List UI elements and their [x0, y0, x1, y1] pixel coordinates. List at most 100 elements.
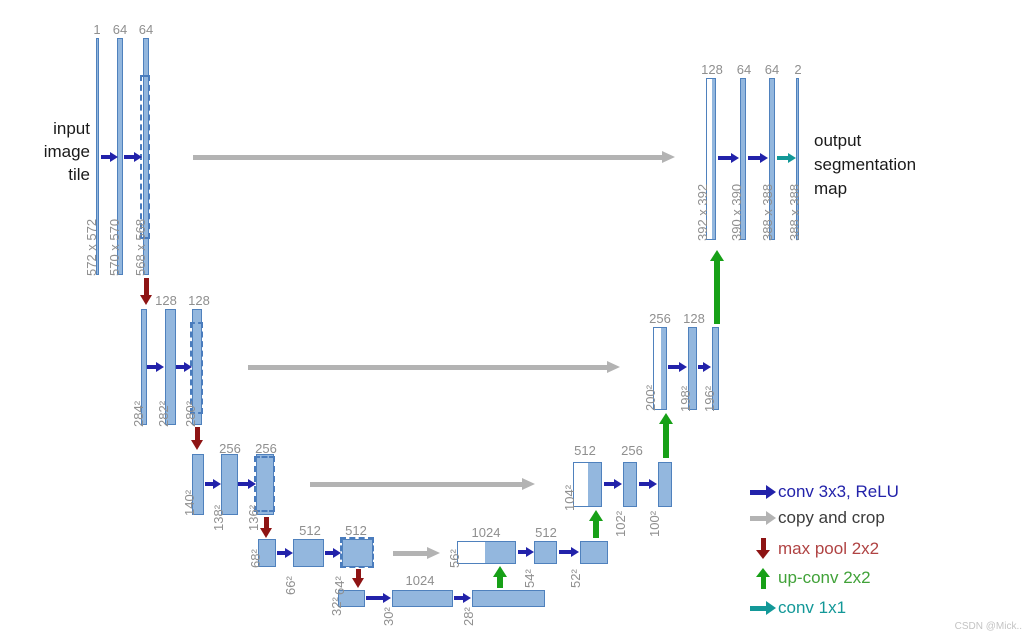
- conv-3x3-arrow: [454, 596, 463, 600]
- conv-3x3-arrow-icon: [748, 479, 778, 505]
- feature-map-bar: [392, 590, 453, 607]
- conv-3x3-arrow: [238, 482, 248, 486]
- conv-3x3-arrow: [101, 155, 110, 159]
- output-label-line: output: [814, 131, 862, 150]
- channel-count-label: 64: [764, 62, 780, 77]
- channel-count-label: 128: [188, 293, 210, 308]
- feature-map-bar: [688, 327, 697, 410]
- conv-3x3-arrow: [668, 365, 679, 369]
- feature-map-bar: [293, 539, 324, 567]
- conv-3x3-arrow: [147, 365, 156, 369]
- output-segmentation-map-label: output segmentation map: [814, 129, 916, 201]
- size-label: 388 x 388: [760, 183, 775, 241]
- legend-row-max-pool: max pool 2x2: [748, 536, 879, 562]
- copied-plus-upconv-feature-bar: [457, 541, 516, 564]
- conv-3x3-arrow: [604, 482, 614, 486]
- up-conv-arrow: [714, 260, 720, 324]
- max-pool-arrow: [263, 517, 269, 529]
- up-conv-arrow-head: [709, 250, 724, 261]
- legend-label-conv1x1: conv 1x1: [778, 598, 847, 617]
- channel-count-label: 1024: [405, 573, 435, 588]
- size-label: 56²: [447, 549, 462, 568]
- legend-row-up-conv: up-conv 2x2: [748, 565, 871, 591]
- conv-3x3-arrow-head: [134, 151, 142, 162]
- conv-3x3-arrow-head: [285, 547, 293, 558]
- conv-3x3-arrow: [176, 365, 184, 369]
- max-pool-arrow: [194, 427, 200, 441]
- copy-and-crop-arrow: [248, 364, 607, 370]
- channel-count-label: 256: [255, 441, 277, 456]
- conv-3x3-arrow-head: [383, 592, 391, 603]
- size-label: 30²: [381, 607, 396, 626]
- legend-arrow-shape: [761, 538, 766, 551]
- conv-3x3-arrow: [124, 155, 134, 159]
- size-label: 570 x 570: [107, 218, 122, 276]
- legend-label-up-conv: up-conv 2x2: [778, 568, 871, 587]
- size-label: 54²: [522, 569, 537, 588]
- max-pool-arrow-head: [139, 295, 152, 305]
- size-label: 196²: [702, 385, 717, 412]
- conv-3x3-arrow-head: [156, 361, 164, 372]
- channel-count-label: 512: [574, 443, 596, 458]
- conv-3x3-arrow: [718, 156, 731, 160]
- size-label: 138²: [211, 504, 226, 531]
- channel-count-label: 1024: [471, 525, 501, 540]
- copy-and-crop-arrow: [310, 481, 522, 487]
- max-pool-arrow: [355, 569, 361, 579]
- copy-and-crop-arrow: [193, 154, 662, 160]
- conv-1x1-arrow: [777, 156, 788, 160]
- legend-arrow-shape: [756, 568, 770, 577]
- feature-map-bar: [192, 454, 204, 515]
- input-image-tile-label: input image tile: [0, 117, 90, 186]
- conv-3x3-arrow: [205, 482, 213, 486]
- up-conv-arrow-head: [588, 510, 603, 521]
- conv-3x3-arrow-head: [110, 151, 118, 162]
- channel-count-label: 1: [93, 22, 101, 37]
- feature-map-bar: [472, 590, 545, 607]
- channel-count-label: 128: [683, 311, 705, 326]
- legend-arrow-shape: [750, 606, 766, 611]
- legend-label-conv3x3: conv 3x3, ReLU: [778, 482, 899, 501]
- copy-and-crop-arrow-head: [427, 546, 440, 559]
- conv-3x3-arrow-head: [463, 592, 471, 603]
- legend-arrow-shape: [750, 490, 766, 495]
- feature-map-bar: [712, 327, 719, 410]
- conv-3x3-arrow: [518, 550, 526, 554]
- legend-arrow-shape: [766, 511, 776, 525]
- feature-map-bar: [658, 462, 672, 507]
- legend-arrow-shape: [761, 576, 766, 589]
- size-label: 198²: [678, 385, 693, 412]
- output-label-line: map: [814, 179, 848, 198]
- copy-crop-arrow-icon: [748, 505, 778, 531]
- size-label: 32²: [329, 597, 344, 616]
- feature-map-bar: [96, 38, 99, 275]
- size-label: 64²: [332, 576, 347, 595]
- channel-count-label: 512: [535, 525, 557, 540]
- conv-3x3-arrow-head: [571, 546, 579, 557]
- size-label: 100²: [647, 510, 662, 537]
- channel-count-label: 2: [794, 62, 802, 77]
- size-label: 140²: [182, 489, 197, 516]
- size-label: 388 x 388: [787, 183, 802, 241]
- conv-1x1-arrow-icon: [748, 595, 778, 621]
- size-label: 66²: [283, 576, 298, 595]
- conv-3x3-arrow-head: [760, 152, 768, 163]
- up-conv-arrow-head: [492, 566, 507, 577]
- output-label-line: segmentation: [814, 155, 917, 174]
- conv-3x3-arrow-head: [248, 478, 256, 489]
- feature-map-bar: [165, 309, 176, 425]
- legend-row-copy-crop: copy and crop: [748, 505, 885, 531]
- size-label: 392 x 392: [695, 183, 710, 241]
- legend-arrow-shape: [750, 516, 766, 521]
- channel-count-label: 64: [138, 22, 154, 37]
- conv-3x3-arrow: [366, 596, 383, 600]
- conv-3x3-arrow-head: [184, 361, 192, 372]
- up-conv-arrow-icon: [748, 565, 778, 591]
- conv-3x3-arrow-head: [679, 361, 687, 372]
- max-pool-arrow: [143, 278, 149, 296]
- size-label: 200²: [643, 384, 658, 411]
- size-label: 282²: [156, 400, 171, 427]
- size-label: 284²: [131, 400, 146, 427]
